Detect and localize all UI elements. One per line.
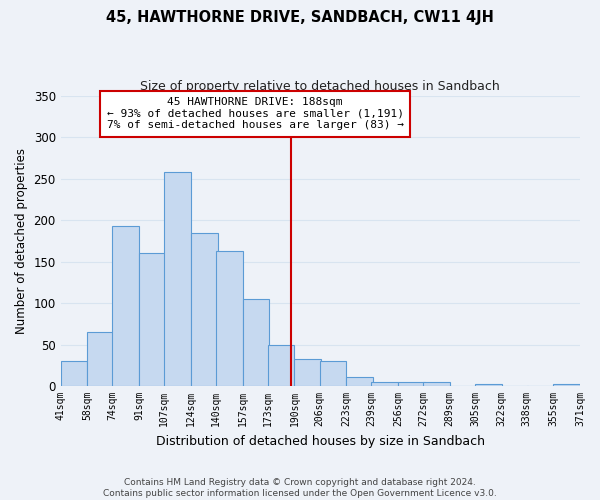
- Bar: [268, 344, 295, 386]
- Bar: [423, 382, 450, 386]
- Bar: [164, 172, 191, 386]
- Text: 45 HAWTHORNE DRIVE: 188sqm
← 93% of detached houses are smaller (1,191)
7% of se: 45 HAWTHORNE DRIVE: 188sqm ← 93% of deta…: [107, 97, 404, 130]
- X-axis label: Distribution of detached houses by size in Sandbach: Distribution of detached houses by size …: [156, 434, 485, 448]
- Bar: [216, 251, 242, 386]
- Title: Size of property relative to detached houses in Sandbach: Size of property relative to detached ho…: [140, 80, 500, 93]
- Y-axis label: Number of detached properties: Number of detached properties: [15, 148, 28, 334]
- Bar: [112, 226, 139, 386]
- Bar: [398, 382, 425, 386]
- Bar: [320, 361, 346, 386]
- Bar: [242, 299, 269, 386]
- Bar: [346, 377, 373, 386]
- Bar: [139, 254, 166, 386]
- Bar: [295, 358, 321, 386]
- Bar: [475, 384, 502, 386]
- Bar: [371, 382, 398, 386]
- Text: 45, HAWTHORNE DRIVE, SANDBACH, CW11 4JH: 45, HAWTHORNE DRIVE, SANDBACH, CW11 4JH: [106, 10, 494, 25]
- Text: Contains HM Land Registry data © Crown copyright and database right 2024.
Contai: Contains HM Land Registry data © Crown c…: [103, 478, 497, 498]
- Bar: [88, 332, 114, 386]
- Bar: [61, 361, 88, 386]
- Bar: [191, 234, 218, 386]
- Bar: [553, 384, 580, 386]
